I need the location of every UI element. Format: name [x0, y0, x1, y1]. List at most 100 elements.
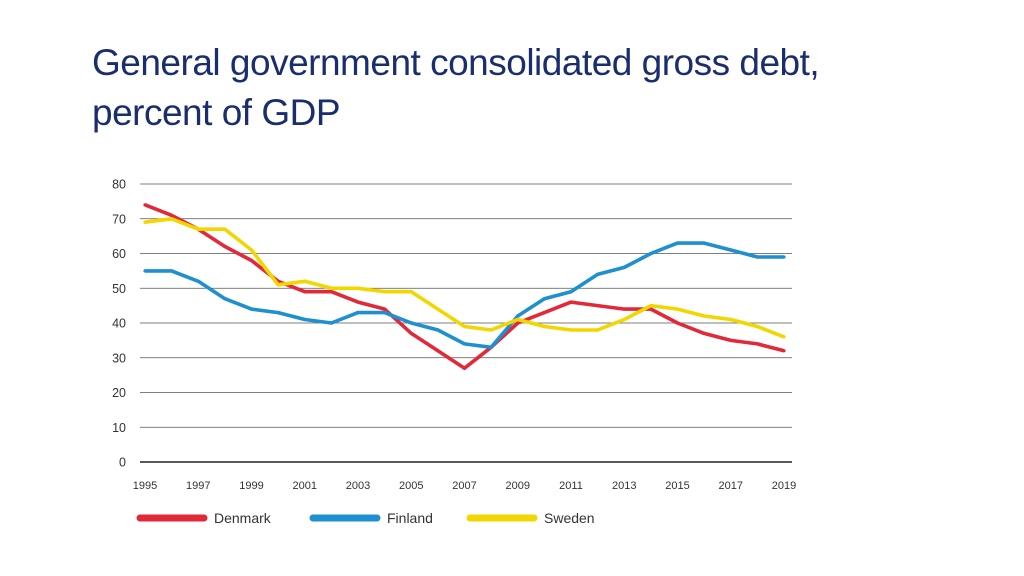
data-point-sweden	[329, 286, 333, 290]
data-point-denmark	[329, 290, 333, 294]
y-tick-label: 80	[112, 178, 126, 192]
data-point-denmark	[436, 349, 440, 353]
data-point-denmark	[356, 300, 360, 304]
data-point-sweden	[649, 304, 653, 308]
x-axis-ticks: 1995 1997 1999 2001 2003 2005 2007 2009 2011 2013…	[133, 480, 796, 492]
data-point-denmark	[462, 366, 467, 370]
data-point-finland	[782, 255, 786, 259]
data-point-denmark	[223, 244, 227, 249]
data-point-denmark	[170, 213, 174, 217]
slide-title-line-2: percent of GDP	[92, 92, 341, 133]
data-point-finland	[596, 272, 600, 276]
data-point-finland	[303, 317, 307, 322]
data-point-denmark	[755, 342, 759, 346]
data-point-finland	[569, 290, 573, 294]
series-lines	[143, 203, 786, 371]
x-tick-label: 2005	[399, 480, 423, 492]
data-point-denmark	[596, 304, 600, 308]
y-tick-label: 0	[119, 456, 126, 470]
x-tick-label: 2007	[452, 480, 476, 492]
y-tick-label: 30	[112, 351, 126, 365]
y-tick-label: 60	[112, 247, 126, 261]
data-point-sweden	[303, 279, 307, 283]
series-line-sweden	[144, 217, 785, 339]
legend-label-finland: Finland	[387, 510, 433, 526]
data-point-finland	[329, 321, 333, 325]
data-point-finland	[249, 307, 254, 311]
data-point-finland	[143, 269, 147, 273]
x-tick-label: 1995	[133, 480, 157, 492]
data-point-sweden	[675, 307, 680, 311]
data-point-finland	[622, 265, 626, 269]
data-point-denmark	[649, 307, 653, 311]
data-point-denmark	[303, 290, 307, 294]
data-point-finland	[649, 251, 653, 256]
data-point-sweden	[622, 317, 626, 322]
data-point-denmark	[516, 321, 520, 325]
x-tick-label: 2019	[772, 480, 796, 492]
x-tick-label: 2001	[293, 480, 317, 492]
data-point-sweden	[489, 328, 493, 332]
data-point-finland	[675, 241, 680, 245]
data-point-sweden	[170, 217, 174, 221]
data-point-sweden	[596, 328, 600, 332]
data-point-denmark	[729, 338, 733, 342]
data-point-sweden	[542, 324, 546, 329]
data-point-denmark	[249, 258, 254, 263]
data-point-sweden	[462, 324, 467, 329]
y-axis-ticks: 0 10 20 30 40 50 60 70 80	[112, 178, 126, 470]
slide-title: General government consolidated gross de…	[92, 38, 992, 138]
data-point-sweden	[223, 227, 227, 231]
data-point-denmark	[542, 310, 546, 315]
data-point-finland	[755, 255, 759, 259]
y-tick-label: 20	[112, 386, 126, 400]
y-tick-label: 70	[112, 212, 126, 226]
slide-title-line-1: General government consolidated gross de…	[92, 42, 820, 83]
data-point-finland	[462, 342, 467, 346]
data-point-sweden	[196, 227, 200, 231]
x-tick-label: 2009	[506, 480, 530, 492]
data-point-sweden	[569, 328, 573, 332]
data-point-sweden	[409, 290, 413, 294]
data-point-sweden	[249, 248, 254, 252]
data-point-sweden	[143, 220, 147, 224]
data-point-sweden	[516, 317, 520, 322]
data-point-sweden	[729, 317, 733, 322]
data-point-sweden	[702, 314, 706, 318]
x-tick-label: 2013	[612, 480, 636, 492]
data-point-denmark	[622, 307, 626, 311]
data-point-finland	[276, 310, 280, 315]
x-tick-label: 2011	[559, 480, 583, 492]
x-tick-label: 2015	[665, 480, 689, 492]
data-point-sweden	[383, 290, 387, 294]
data-point-finland	[383, 310, 387, 315]
x-tick-label: 1997	[186, 480, 210, 492]
x-tick-label: 2017	[719, 480, 743, 492]
data-point-finland	[356, 310, 360, 315]
data-point-finland	[542, 297, 546, 301]
x-tick-label: 1999	[239, 480, 263, 492]
data-point-finland	[223, 297, 227, 301]
data-point-finland	[489, 345, 493, 349]
data-point-finland	[409, 321, 413, 325]
data-point-finland	[196, 279, 200, 283]
data-point-finland	[729, 248, 733, 252]
data-point-denmark	[782, 349, 786, 353]
data-point-sweden	[276, 283, 280, 287]
gridlines	[140, 183, 792, 463]
data-point-denmark	[702, 331, 706, 336]
y-tick-label: 50	[112, 282, 126, 296]
data-point-sweden	[356, 286, 360, 290]
legend-label-denmark: Denmark	[214, 510, 272, 526]
legend: Denmark Finland Sweden	[136, 510, 595, 526]
x-tick-label: 2003	[346, 480, 370, 492]
data-point-sweden	[436, 307, 440, 311]
data-point-finland	[170, 269, 174, 273]
data-point-denmark	[569, 300, 573, 304]
data-point-sweden	[782, 335, 786, 339]
data-point-denmark	[675, 321, 680, 325]
data-point-denmark	[143, 203, 147, 207]
data-point-finland	[702, 241, 706, 245]
legend-label-sweden: Sweden	[544, 510, 595, 526]
